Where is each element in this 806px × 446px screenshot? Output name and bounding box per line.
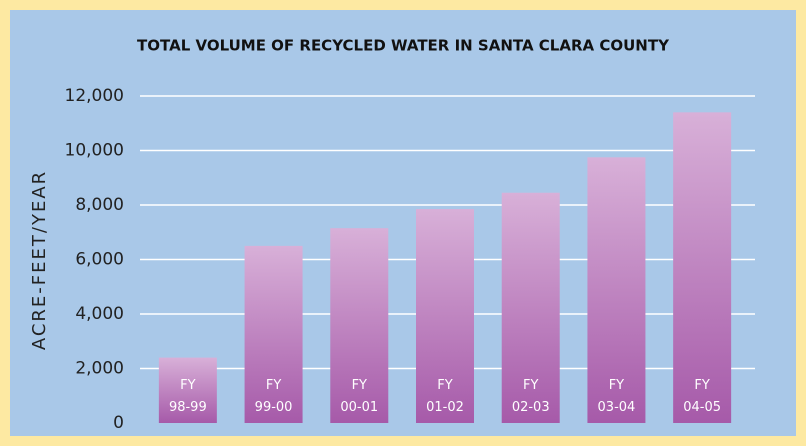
y-tick-label: 4,000 — [75, 304, 124, 324]
x-tick-label: FY 02-03 — [512, 378, 550, 415]
bar — [244, 245, 303, 423]
bar — [587, 157, 646, 423]
x-tick-label: FY 00-01 — [340, 378, 378, 415]
bar — [501, 192, 560, 423]
y-tick-label: 10,000 — [65, 141, 124, 161]
y-tick-label: 2,000 — [75, 359, 124, 379]
bar — [330, 228, 389, 423]
y-tick-label: 8,000 — [75, 195, 124, 215]
x-tick-label: FY 98-99 — [169, 378, 207, 415]
x-tick-label: FY 04-05 — [683, 378, 721, 415]
chart-title: TOTAL VOLUME OF RECYCLED WATER IN SANTA … — [137, 37, 670, 55]
y-tick-label: 6,000 — [75, 250, 124, 270]
y-tick-label: 0 — [113, 413, 124, 433]
bar — [673, 112, 732, 423]
x-tick-label: FY 99-00 — [255, 378, 293, 415]
y-tick-label: 12,000 — [65, 86, 124, 106]
y-axis-label: ACRE-FEET/YEAR — [29, 170, 50, 350]
x-tick-label: FY 01-02 — [426, 378, 464, 415]
bar — [158, 357, 217, 423]
bar — [416, 209, 474, 423]
x-tick-label: FY 03-04 — [598, 378, 636, 415]
panel — [10, 10, 796, 436]
